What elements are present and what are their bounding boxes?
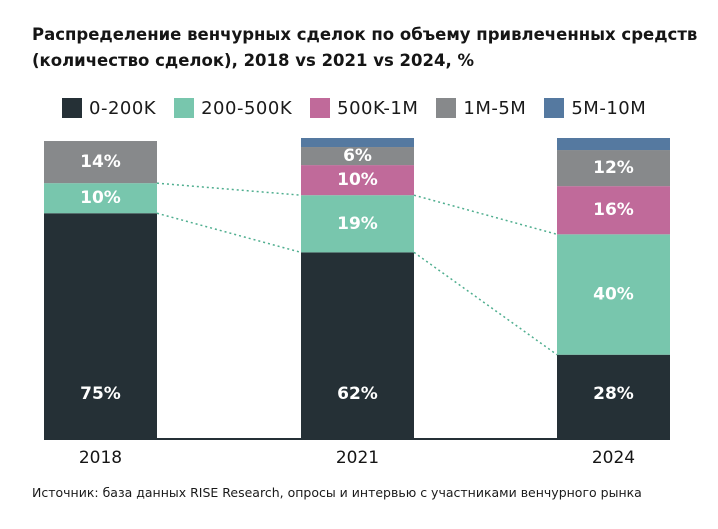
data-label-0-200k-2024: 28% — [593, 384, 634, 404]
legend-swatch-200-500k — [174, 98, 195, 118]
chart-title: Распределение венчурных сделок по объему… — [32, 22, 702, 74]
data-label-0-200k-2021: 62% — [337, 384, 378, 404]
data-label-500k-1m-2021: 10% — [337, 170, 378, 190]
legend-swatch-500k-1m — [310, 98, 331, 118]
chart-title-line-1: Распределение венчурных сделок по объему… — [32, 25, 698, 44]
bar-0-200k-2018 — [44, 213, 157, 439]
data-label-1m-5m-2024: 12% — [593, 158, 634, 178]
data-label-200-500k-2018: 10% — [80, 188, 121, 208]
bar-200-500k-2024 — [557, 234, 670, 355]
legend-swatch-5m-10m — [544, 98, 565, 118]
legend-item-200-500k: 200-500K — [174, 98, 292, 119]
data-label-0-200k-2018: 75% — [80, 384, 121, 404]
legend-label-5m-10m: 5M-10M — [571, 97, 647, 119]
source-note: Источник: база данных RISE Research, опр… — [32, 485, 642, 500]
bar-500k-1m-2021 — [301, 165, 414, 196]
bar-500k-1m-2024 — [557, 186, 670, 235]
data-label-200-500k-2024: 40% — [593, 285, 634, 305]
legend-swatch-1m-5m — [436, 98, 457, 118]
legend-label-500k-1m: 500K-1M — [337, 97, 419, 119]
legend-item-1m-5m: 1M-5M — [436, 98, 526, 119]
legend-item-500k-1m: 500K-1M — [310, 98, 418, 119]
data-label-1m-5m-2021: 6% — [343, 146, 372, 166]
connector-200-500k-2018-2021 — [156, 182, 302, 196]
connector-0-200k-2018-2021 — [156, 212, 302, 254]
bar-1m-5m-2024 — [557, 150, 670, 187]
data-label-200-500k-2021: 19% — [337, 214, 378, 234]
legend-label-200-500k: 200-500K — [201, 97, 293, 119]
connector-200-500k-2021-2024 — [413, 194, 558, 236]
bar-5m-10m-2024 — [557, 138, 670, 151]
data-label-500k-1m-2024: 16% — [593, 200, 634, 220]
bar-5m-10m-2021 — [301, 138, 414, 148]
data-label-1m-5m-2018: 14% — [80, 152, 121, 172]
bar-200-500k-2021 — [301, 195, 414, 253]
x-tick-label-2021: 2021 — [336, 448, 379, 468]
bar-1m-5m-2018 — [44, 141, 157, 184]
bar-0-200k-2021 — [301, 252, 414, 439]
bar-1m-5m-2021 — [301, 147, 414, 166]
legend-label-0-200k: 0-200K — [89, 97, 157, 119]
chart-legend: 0-200K 200-500K 500K-1M 1M-5M 5M-10M — [62, 94, 664, 122]
legend-item-0-200k: 0-200K — [62, 98, 156, 119]
bar-0-200k-2024 — [557, 354, 670, 439]
chart-title-line-2: (количество сделок), 2018 vs 2021 vs 202… — [32, 51, 475, 70]
legend-swatch-0-200k — [62, 98, 82, 118]
connector-0-200k-2021-2024 — [413, 251, 558, 356]
bar-200-500k-2018 — [44, 183, 157, 214]
x-tick-label-2018: 2018 — [79, 448, 122, 468]
legend-item-5m-10m: 5M-10M — [544, 98, 646, 119]
legend-label-1m-5m: 1M-5M — [463, 97, 527, 119]
x-tick-label-2024: 2024 — [592, 448, 635, 468]
